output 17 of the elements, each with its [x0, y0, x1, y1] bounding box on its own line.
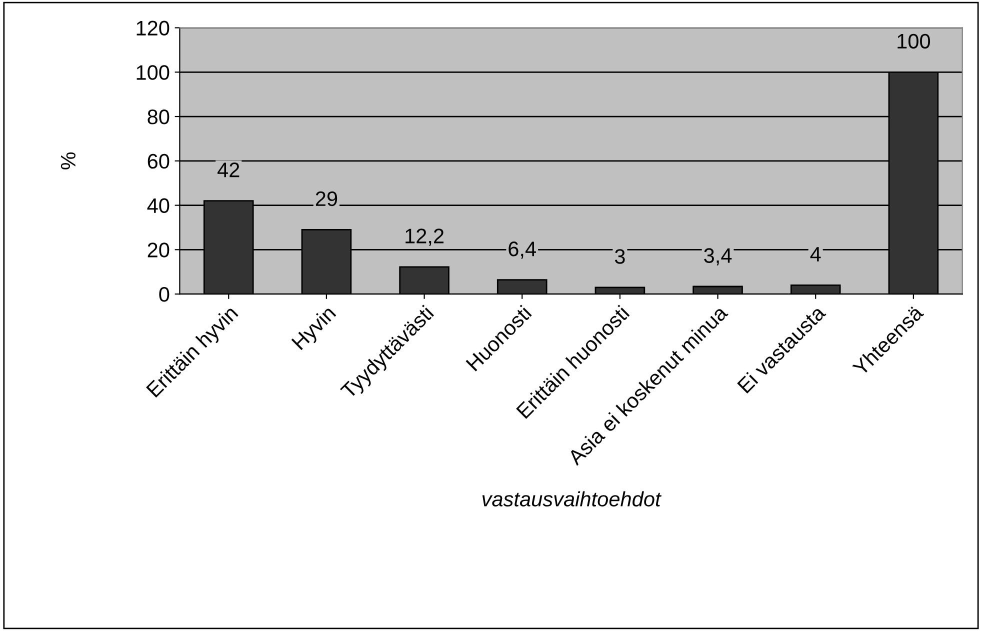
- data-label: 4: [810, 247, 821, 262]
- y-tick-label: 100: [136, 65, 170, 80]
- data-label: 3,4: [704, 248, 732, 266]
- data-label: 100: [898, 34, 930, 49]
- y-tick-label: 60: [148, 154, 170, 169]
- y-tick-label: 40: [147, 198, 170, 214]
- y-tick-label: 0: [159, 287, 170, 302]
- x-axis-title: vastausvaihtoehdot: [482, 491, 662, 507]
- y-tick-label: 20: [148, 242, 170, 258]
- data-label: 29: [316, 191, 338, 206]
- data-label: 12,2: [406, 228, 444, 246]
- data-label: 6,4: [508, 242, 536, 259]
- y-tick-label: 80: [148, 110, 170, 124]
- data-label: 42: [218, 162, 240, 178]
- data-label: 3: [614, 249, 625, 264]
- y-tick-label: 120: [136, 20, 170, 36]
- y-axis-title: %: [60, 152, 76, 170]
